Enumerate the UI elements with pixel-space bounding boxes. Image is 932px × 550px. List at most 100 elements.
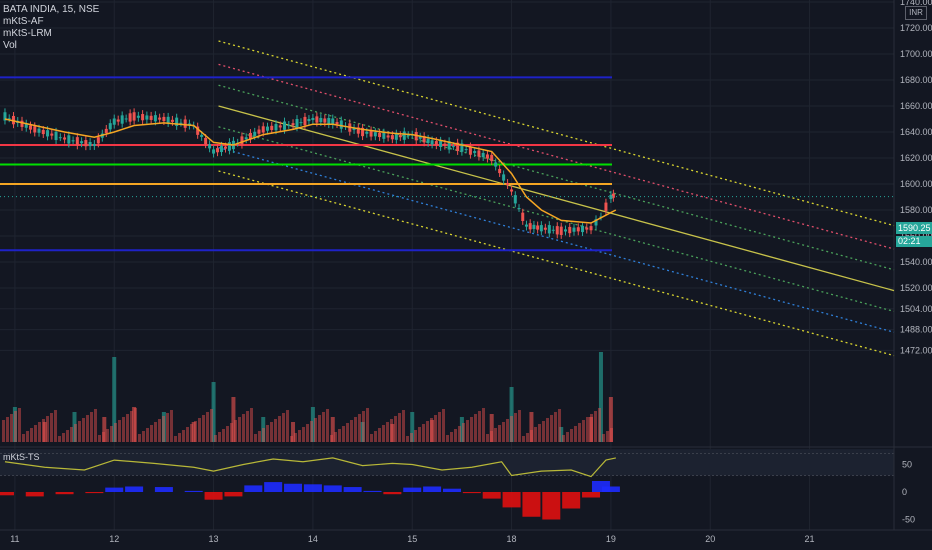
candle-body [141,114,145,121]
volume-bar [394,416,397,442]
candle-body [559,226,563,235]
y-tick-label: 1504.00 [900,304,932,314]
volume-bar [438,412,441,442]
candle-body [506,182,510,186]
oscillator-histogram-bar [224,492,243,497]
oscillator-histogram-bar [462,492,481,494]
volume-bar [414,430,417,442]
oscillator-histogram-bar [423,486,442,492]
volume-bar [210,409,213,442]
y-tick-label: 1472.00 [900,345,932,355]
candle-body [7,118,11,120]
candle-body [54,131,58,141]
candle-body [63,137,67,140]
volume-bar [390,419,393,442]
volume-bar [310,407,315,442]
volume-bar [346,423,349,442]
volume-bar [161,412,166,442]
candle-body [166,116,170,124]
candle-body [33,126,37,133]
candle-body [41,129,45,135]
candle-body [84,140,88,147]
y-tick-label: 1720.00 [900,23,932,33]
volume-bar [222,429,225,442]
volume-bar [214,435,217,442]
volume-bar [450,432,453,442]
volume-bar [598,408,601,442]
volume-bar [106,429,109,442]
oscillator-tick-label: 50 [902,460,912,470]
volume-bar [358,414,361,442]
volume-bar [406,436,409,442]
oscillator-tick-label: -50 [902,515,915,525]
volume-bar [518,410,521,442]
symbol-title: BATA INDIA, 15, NSE [3,4,100,15]
oscillator-histogram-bar [154,487,173,492]
candle-body [253,131,257,136]
volume-bar [350,420,353,442]
candle-body [240,136,244,145]
oscillator-histogram-bar [25,492,44,497]
candle-body [382,132,386,139]
volume-bar [182,430,185,442]
volume-bar [442,409,445,442]
oscillator-histogram-bar [55,492,74,495]
volume-bar [608,397,613,442]
moving-average-line [4,118,617,224]
candle-body [414,132,418,141]
volume-bar [506,419,509,442]
volume-bar [14,411,17,442]
y-tick-label: 1740.00 [900,0,932,7]
bar-countdown-tag: 02:21 [896,236,932,247]
volume-bar [132,407,137,442]
regression-channel-line [218,84,895,271]
candle-body [585,227,589,230]
x-tick-label: 15 [407,534,417,544]
volume-bar [390,424,395,442]
volume-label: Vol [3,40,17,51]
volume-bar [594,411,597,442]
candle-body [287,124,291,126]
volume-bar [278,416,281,442]
volume-bar [318,415,321,442]
volume-bar [86,415,89,442]
volume-bar [294,433,297,442]
volume-bar [529,412,534,442]
volume-bar [250,408,253,442]
volume-bar [366,408,369,442]
volume-bar [50,413,53,442]
candle-body [502,174,506,181]
candle-body [120,115,124,124]
candle-body [430,140,434,145]
candle-body [227,142,231,151]
currency-badge[interactable]: INR [905,6,927,20]
volume-bar [514,413,517,442]
candle-body [361,127,365,137]
oscillator-histogram-bar [284,483,303,492]
volume-bar [274,419,277,442]
volume-bar [146,428,149,442]
oscillator-histogram-bar [542,492,561,520]
volume-bar [234,420,237,442]
candle-body [373,132,377,137]
candle-body [37,128,41,133]
volume-bar [490,431,493,442]
oscillator-histogram-bar [383,492,402,495]
volume-bar [34,425,37,442]
candle-body [513,195,517,204]
volume-bar [494,428,497,442]
candle-body [563,229,567,232]
candle-body [456,142,460,152]
volume-bar [530,430,533,442]
candle-body [418,136,422,139]
candle-body [216,148,220,153]
volume-bar [482,408,485,442]
volume-bar [112,357,117,442]
volume-bar [178,433,181,442]
volume-bar [98,435,101,442]
oscillator-histogram-bar [85,492,104,494]
volume-bar [138,434,141,442]
volume-bar [306,424,309,442]
volume-bar [30,428,33,442]
